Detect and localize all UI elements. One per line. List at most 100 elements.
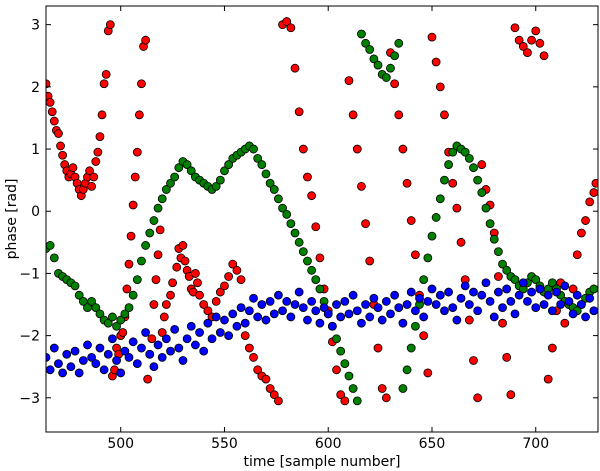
data-point — [95, 343, 105, 353]
data-point — [99, 365, 109, 375]
data-point — [108, 312, 117, 322]
data-point — [294, 237, 304, 247]
data-point — [180, 256, 190, 266]
data-point — [116, 315, 126, 325]
data-point — [552, 287, 561, 297]
y-tick-label: −1 — [19, 266, 40, 282]
data-point — [83, 340, 92, 350]
data-point — [282, 296, 292, 306]
data-point — [199, 300, 209, 309]
data-point — [220, 315, 229, 325]
data-point — [464, 153, 474, 163]
data-point — [307, 265, 317, 275]
data-point — [174, 163, 184, 173]
data-point — [315, 284, 325, 294]
data-point — [46, 79, 51, 89]
ticks-layer: 500 550 600 650 700 −3 −2 −1 0 1 2 3 — [19, 6, 598, 452]
data-point — [589, 284, 598, 294]
data-point — [168, 278, 177, 288]
data-point — [510, 23, 520, 33]
data-point — [220, 281, 229, 291]
data-point — [402, 365, 412, 375]
data-point — [228, 309, 238, 319]
data-point — [191, 269, 200, 278]
data-point — [49, 343, 59, 353]
data-point — [444, 287, 453, 297]
data-point — [294, 107, 304, 117]
data-point — [220, 166, 229, 176]
data-point — [373, 343, 383, 353]
data-point — [186, 166, 196, 176]
data-point — [108, 334, 117, 344]
data-point — [352, 396, 362, 406]
y-tick-label: 1 — [31, 142, 40, 158]
data-point — [419, 331, 429, 341]
data-point — [444, 160, 453, 169]
data-point — [120, 346, 130, 356]
data-point — [315, 253, 325, 263]
data-point — [145, 228, 155, 238]
data-point — [87, 352, 97, 362]
data-point — [489, 312, 499, 322]
data-point — [423, 296, 433, 306]
data-point — [531, 303, 541, 313]
data-point — [253, 312, 263, 322]
data-point — [469, 163, 478, 173]
data-point — [473, 393, 483, 403]
data-point — [46, 241, 55, 250]
data-point — [118, 328, 128, 337]
data-point — [274, 396, 283, 406]
data-point — [91, 359, 101, 368]
data-point — [253, 365, 263, 375]
data-point — [149, 362, 159, 372]
data-point — [340, 396, 350, 406]
data-point — [539, 51, 549, 61]
data-point — [394, 110, 404, 120]
data-point — [493, 272, 503, 281]
data-point — [161, 185, 171, 194]
data-point — [236, 275, 246, 285]
data-point — [311, 222, 321, 232]
data-point — [303, 315, 312, 325]
data-point — [265, 384, 275, 393]
data-point — [85, 166, 94, 176]
data-point — [498, 259, 507, 269]
data-point — [228, 259, 238, 269]
data-point — [161, 300, 171, 309]
data-point — [124, 352, 134, 362]
data-point — [535, 284, 545, 294]
data-point — [112, 321, 121, 331]
data-point — [166, 346, 175, 356]
data-point — [261, 374, 271, 384]
data-point — [178, 356, 188, 365]
data-point — [137, 256, 146, 266]
data-point — [390, 290, 400, 300]
data-point — [344, 371, 354, 381]
data-point — [97, 110, 107, 120]
data-point — [577, 228, 586, 238]
points-layer — [46, 17, 598, 406]
data-point — [91, 303, 101, 313]
data-point — [290, 228, 300, 238]
x-tick-label: 600 — [315, 436, 342, 452]
data-point — [149, 216, 159, 225]
data-point — [290, 300, 300, 309]
data-point — [134, 110, 144, 120]
data-point — [410, 250, 420, 260]
data-point — [419, 275, 429, 285]
data-point — [224, 160, 234, 169]
data-point — [166, 290, 175, 300]
data-point — [282, 17, 292, 26]
data-point — [298, 247, 308, 257]
data-point — [274, 290, 283, 300]
y-tick-label: 3 — [31, 18, 40, 34]
data-point — [564, 296, 574, 306]
data-point — [278, 306, 287, 316]
data-point — [464, 315, 474, 325]
data-point — [244, 343, 254, 353]
y-tick-label: −2 — [19, 329, 40, 345]
data-point — [145, 349, 155, 359]
data-point — [311, 275, 321, 285]
data-point — [390, 79, 400, 89]
data-point — [485, 219, 495, 229]
